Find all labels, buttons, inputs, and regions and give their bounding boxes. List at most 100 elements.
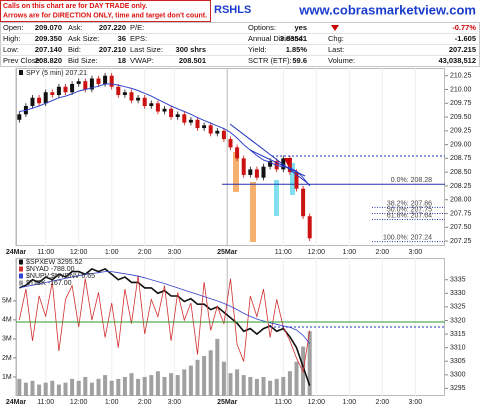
volume-bar	[162, 376, 167, 396]
candle-body	[235, 147, 240, 159]
volume-bar	[235, 369, 240, 396]
candle-body	[241, 158, 246, 175]
quote-label: Annual Dividend:	[248, 34, 305, 43]
volume-bar	[122, 376, 127, 396]
volume-bar	[103, 375, 108, 396]
volume-bar	[142, 376, 147, 396]
quote-label: Bid:	[68, 45, 81, 54]
candle-body	[307, 216, 312, 239]
x-tick-label: 24Mar	[6, 399, 27, 406]
volume-bar	[188, 365, 193, 396]
candle-body	[294, 172, 299, 189]
y-tick-label: 209.50	[450, 114, 472, 121]
notice-line: Calls on this chart are for DAY TRADE on…	[3, 3, 147, 10]
volume-bar	[109, 380, 114, 396]
quote-label: Prev Close:	[3, 56, 42, 65]
candle-body	[221, 130, 226, 140]
x-tick-label: 2:00	[138, 399, 152, 406]
quote-label: SCTR (ETF):	[248, 56, 292, 65]
annotations	[16, 123, 445, 328]
quote-label: EPS:	[130, 34, 147, 43]
quote-label: Low:	[3, 45, 19, 54]
volume-bar	[17, 378, 22, 396]
x-tick-label: 12:00	[308, 399, 326, 406]
volume-bar	[281, 376, 286, 396]
x-tick-label: 3:00	[408, 249, 422, 256]
quote-value: 300 shrs	[176, 45, 206, 54]
candle-body	[281, 158, 286, 170]
candle-body	[96, 78, 101, 84]
candle-body	[202, 125, 207, 129]
notice-line: Arrows are for DIRECTION ONLY, time and …	[3, 12, 207, 19]
candle-body	[129, 92, 134, 101]
volume-bar	[56, 384, 61, 396]
x-tick-label: 3:00	[408, 399, 422, 406]
quote-label: Volume:	[328, 56, 355, 65]
volume-bar	[182, 369, 187, 396]
direction-arrow	[284, 158, 292, 166]
volume-bar	[70, 378, 75, 396]
y2-tick-label: 3330	[450, 290, 466, 297]
volume-bar	[307, 331, 312, 396]
y-tick-label: 208.25	[450, 183, 472, 190]
trend-line	[229, 123, 311, 186]
candle-body	[254, 169, 259, 178]
x-tick-label: 12:00	[308, 249, 326, 256]
candle-body	[83, 81, 88, 90]
y2-tick-label: 3320	[450, 317, 466, 324]
quote-label: Chg:	[328, 34, 344, 43]
brand: RSHLS	[214, 4, 251, 16]
y-tick-label: 210.25	[450, 73, 472, 80]
y-tick-label: 210.00	[450, 86, 472, 93]
down-arrow-icon	[331, 25, 339, 31]
y-tick-label: 207.75	[450, 210, 472, 217]
volume-bar	[261, 376, 266, 396]
quote-value: 209.070	[35, 23, 62, 32]
candle-body	[169, 108, 174, 118]
quote-value: 59.6	[292, 56, 307, 65]
trend-line	[249, 149, 306, 177]
y-tick-label: 208.75	[450, 155, 472, 162]
volume-bar	[43, 382, 48, 396]
moving-average	[19, 83, 311, 187]
notice-box	[0, 0, 211, 22]
quote-label: Options:	[248, 23, 276, 32]
y2-tick-label: 3295	[450, 385, 466, 392]
candle-body	[162, 108, 167, 112]
volume-bar	[175, 375, 180, 396]
candle-body	[30, 97, 35, 107]
x-tick-label: 3:00	[168, 249, 182, 256]
x-tick-label: 11:00	[275, 249, 292, 256]
quote-value: yes	[294, 23, 307, 32]
x-tick-label: 1:00	[342, 399, 356, 406]
quote-value: 3.83541	[280, 34, 307, 43]
candle-body	[175, 114, 180, 118]
candle-body	[228, 139, 233, 148]
y-tick-label: 209.75	[450, 100, 472, 107]
legend-swatch	[19, 280, 23, 286]
x-tick-label: 12:00	[70, 399, 88, 406]
legend-swatch	[19, 273, 23, 279]
candle-body	[268, 161, 273, 167]
x-tick-label: 25Mar	[217, 399, 238, 406]
fib-label: 38.2%: 207.86	[387, 200, 432, 207]
y-tick-label: 209.00	[450, 141, 472, 148]
x-tick-label: 12:00	[70, 249, 88, 256]
volume-bar	[274, 378, 279, 396]
quote-value: -1.605	[455, 34, 476, 43]
series-line	[19, 271, 311, 344]
quote-label: Bid Size:	[68, 56, 98, 65]
legend-swatch	[19, 266, 23, 272]
x-tick-label: 1:00	[105, 399, 119, 406]
x-tick-label: 2:00	[138, 249, 152, 256]
candle-body	[116, 86, 121, 96]
y-tick-label: 4M	[2, 317, 12, 324]
volume-bar	[248, 376, 253, 396]
volume-bar	[89, 382, 94, 396]
candle-body	[50, 92, 55, 96]
volume-bar	[202, 356, 207, 396]
annotations	[233, 152, 295, 242]
volume-bar	[76, 380, 81, 396]
y-tick-label: 208.50	[450, 169, 472, 176]
